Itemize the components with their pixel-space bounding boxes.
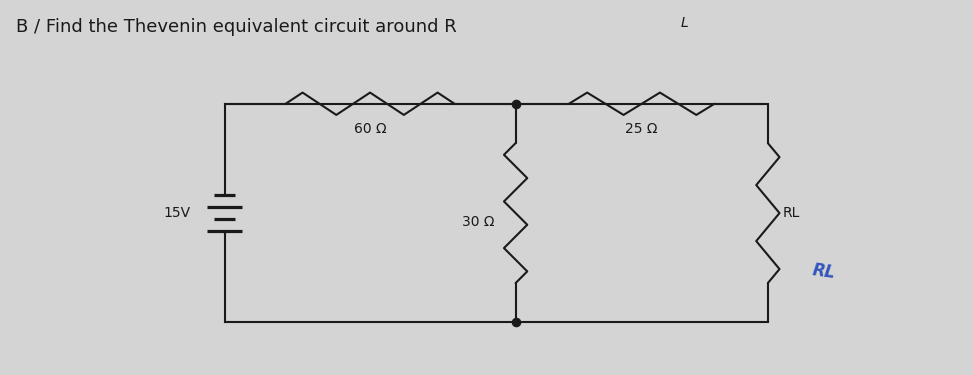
Text: 60 Ω: 60 Ω: [354, 122, 386, 136]
Text: L: L: [680, 16, 688, 30]
Text: 30 Ω: 30 Ω: [462, 215, 494, 229]
Text: RL: RL: [811, 261, 837, 282]
Text: RL: RL: [782, 206, 800, 220]
Text: 15V: 15V: [163, 206, 191, 220]
Point: [508, 320, 523, 326]
Text: 25 Ω: 25 Ω: [626, 122, 658, 136]
Point: [508, 101, 523, 107]
Text: B / Find the Thevenin equivalent circuit around R: B / Find the Thevenin equivalent circuit…: [16, 18, 456, 36]
